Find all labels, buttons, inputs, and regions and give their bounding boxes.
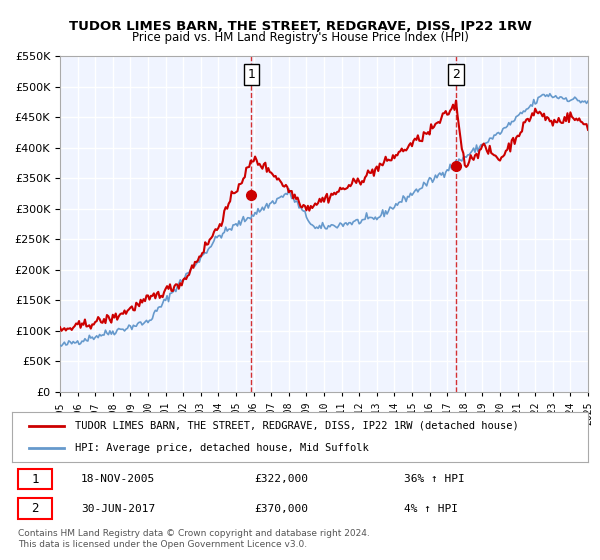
Text: TUDOR LIMES BARN, THE STREET, REDGRAVE, DISS, IP22 1RW (detached house): TUDOR LIMES BARN, THE STREET, REDGRAVE, … — [76, 421, 519, 431]
Text: 18-NOV-2005: 18-NOV-2005 — [81, 474, 155, 484]
Text: 30-JUN-2017: 30-JUN-2017 — [81, 503, 155, 514]
Text: Price paid vs. HM Land Registry's House Price Index (HPI): Price paid vs. HM Land Registry's House … — [131, 31, 469, 44]
FancyBboxPatch shape — [18, 498, 52, 519]
Text: TUDOR LIMES BARN, THE STREET, REDGRAVE, DISS, IP22 1RW: TUDOR LIMES BARN, THE STREET, REDGRAVE, … — [68, 20, 532, 32]
Text: 1: 1 — [248, 68, 256, 81]
Text: £370,000: £370,000 — [254, 503, 308, 514]
FancyBboxPatch shape — [18, 469, 52, 489]
Text: £322,000: £322,000 — [254, 474, 308, 484]
Text: 4% ↑ HPI: 4% ↑ HPI — [404, 503, 458, 514]
Text: 2: 2 — [452, 68, 460, 81]
Text: 2: 2 — [31, 502, 39, 515]
Text: Contains HM Land Registry data © Crown copyright and database right 2024.
This d: Contains HM Land Registry data © Crown c… — [18, 529, 370, 549]
Text: HPI: Average price, detached house, Mid Suffolk: HPI: Average price, detached house, Mid … — [76, 443, 369, 453]
Text: 36% ↑ HPI: 36% ↑ HPI — [404, 474, 464, 484]
Text: 1: 1 — [31, 473, 39, 486]
